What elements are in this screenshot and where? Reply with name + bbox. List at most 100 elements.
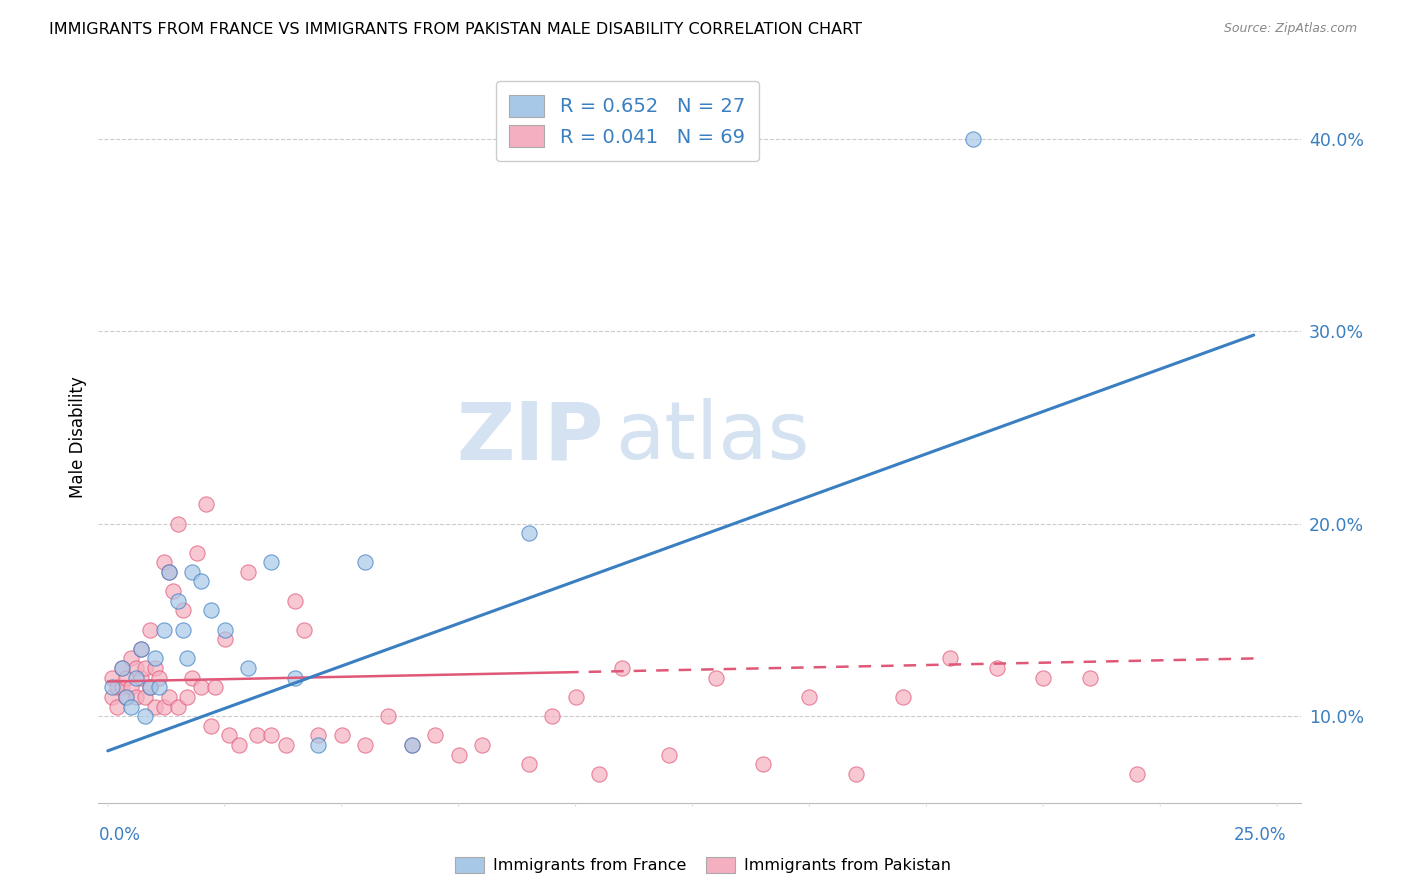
Point — [153, 555, 176, 569]
Text: 0.0%: 0.0% — [98, 826, 141, 844]
Point — [214, 623, 236, 637]
Point — [354, 555, 377, 569]
Point — [471, 738, 494, 752]
Point — [938, 651, 960, 665]
Point — [891, 690, 914, 704]
Point — [167, 593, 190, 607]
Point — [115, 671, 138, 685]
Point — [236, 565, 259, 579]
Point — [564, 690, 586, 704]
Text: IMMIGRANTS FROM FRANCE VS IMMIGRANTS FROM PAKISTAN MALE DISABILITY CORRELATION C: IMMIGRANTS FROM FRANCE VS IMMIGRANTS FRO… — [49, 22, 862, 37]
Point — [658, 747, 681, 762]
Point — [101, 690, 124, 704]
Point — [799, 690, 821, 704]
Point — [260, 555, 283, 569]
Point — [401, 738, 423, 752]
Point — [111, 661, 134, 675]
Point — [236, 661, 259, 675]
Point — [200, 603, 222, 617]
Point — [129, 641, 152, 656]
Point — [134, 690, 156, 704]
Point — [751, 757, 773, 772]
Point — [148, 671, 170, 685]
Point — [260, 728, 283, 742]
Point — [129, 671, 152, 685]
Point — [195, 498, 218, 512]
Point — [986, 661, 1008, 675]
Point — [1078, 671, 1101, 685]
Point — [157, 690, 180, 704]
Point — [105, 699, 128, 714]
Point — [172, 623, 194, 637]
Point — [541, 709, 564, 723]
Text: 25.0%: 25.0% — [1234, 826, 1286, 844]
Point — [204, 681, 226, 695]
Point — [354, 738, 377, 752]
Point — [284, 671, 307, 685]
Point — [186, 545, 208, 559]
Point — [139, 681, 162, 695]
Point — [143, 651, 166, 665]
Point — [125, 690, 148, 704]
Point — [612, 661, 634, 675]
Point — [115, 690, 138, 704]
Point — [425, 728, 447, 742]
Point — [517, 757, 540, 772]
Text: atlas: atlas — [616, 398, 810, 476]
Point — [157, 565, 180, 579]
Point — [139, 681, 162, 695]
Point — [307, 738, 329, 752]
Point — [190, 574, 212, 589]
Point — [274, 738, 297, 752]
Point — [143, 699, 166, 714]
Point — [845, 767, 868, 781]
Point — [200, 719, 222, 733]
Point — [148, 681, 170, 695]
Point — [125, 671, 148, 685]
Point — [120, 681, 142, 695]
Point — [218, 728, 240, 742]
Point — [111, 661, 134, 675]
Point — [190, 681, 212, 695]
Point — [292, 623, 315, 637]
Y-axis label: Male Disability: Male Disability — [69, 376, 87, 498]
Point — [517, 526, 540, 541]
Text: ZIP: ZIP — [456, 398, 603, 476]
Text: Source: ZipAtlas.com: Source: ZipAtlas.com — [1223, 22, 1357, 36]
Point — [377, 709, 399, 723]
Point — [143, 661, 166, 675]
Point — [176, 690, 198, 704]
Point — [588, 767, 610, 781]
Point — [153, 699, 176, 714]
Point — [101, 681, 124, 695]
Point — [214, 632, 236, 647]
Point — [172, 603, 194, 617]
Point — [101, 671, 124, 685]
Point — [176, 651, 198, 665]
Point — [1126, 767, 1149, 781]
Point — [153, 623, 176, 637]
Legend: R = 0.652   N = 27, R = 0.041   N = 69: R = 0.652 N = 27, R = 0.041 N = 69 — [496, 81, 759, 161]
Point — [228, 738, 250, 752]
Point — [962, 132, 984, 146]
Point — [120, 699, 142, 714]
Point — [157, 565, 180, 579]
Point — [120, 651, 142, 665]
Point — [139, 623, 162, 637]
Legend: Immigrants from France, Immigrants from Pakistan: Immigrants from France, Immigrants from … — [449, 850, 957, 880]
Point — [181, 671, 204, 685]
Point — [105, 681, 128, 695]
Point — [134, 709, 156, 723]
Point — [307, 728, 329, 742]
Point — [181, 565, 204, 579]
Point — [111, 681, 134, 695]
Point — [447, 747, 470, 762]
Point — [704, 671, 727, 685]
Point — [1032, 671, 1054, 685]
Point — [284, 593, 307, 607]
Point — [129, 641, 152, 656]
Point — [167, 699, 190, 714]
Point — [125, 661, 148, 675]
Point — [167, 516, 190, 531]
Point — [134, 661, 156, 675]
